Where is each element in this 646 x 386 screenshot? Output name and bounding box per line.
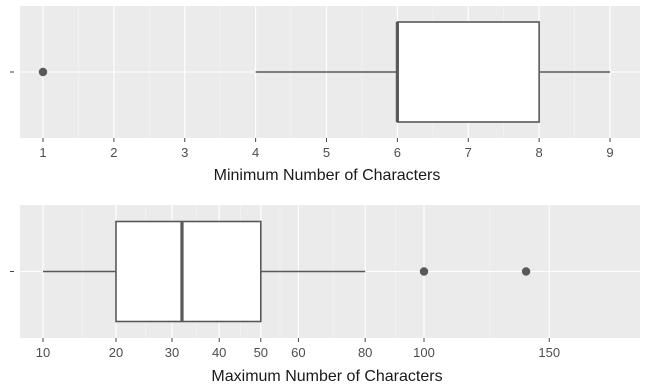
x-tick-label: 3 bbox=[181, 145, 188, 160]
chart-panel-1: 1 2 3 4 5 6 7 8 9 Minimum Number of Characters bbox=[10, 6, 640, 184]
x-tick-label: 40 bbox=[212, 345, 226, 360]
outlier-point bbox=[521, 267, 531, 276]
x-tick-label: 20 bbox=[109, 345, 123, 360]
x-tick-label: 9 bbox=[606, 145, 613, 160]
x-tick-label: 4 bbox=[252, 145, 259, 160]
x-tick-label: 2 bbox=[110, 145, 117, 160]
iqr-box bbox=[396, 21, 540, 123]
outlier-point bbox=[419, 267, 429, 276]
outlier-point bbox=[38, 67, 48, 77]
x-tick-label: 60 bbox=[291, 345, 305, 360]
x-axis-title: Minimum Number of Characters bbox=[214, 167, 441, 184]
x-tick-label: 50 bbox=[254, 345, 268, 360]
x-axis-title: Maximum Number of Characters bbox=[211, 368, 442, 385]
iqr-box bbox=[115, 220, 262, 323]
x-tick-label: 30 bbox=[165, 345, 179, 360]
x-tick-label: 150 bbox=[538, 345, 560, 360]
x-tick-label: 6 bbox=[394, 145, 401, 160]
x-tick-label: 10 bbox=[36, 345, 50, 360]
x-tick-label: 7 bbox=[465, 145, 472, 160]
chart-panel-2: 10 20 30 40 50 60 80 100 150 Maximum Number of Ch… bbox=[10, 205, 640, 385]
x-tick-label: 8 bbox=[536, 145, 543, 160]
x-tick-label: 100 bbox=[413, 345, 435, 360]
x-tick-label: 80 bbox=[358, 345, 372, 360]
x-tick-label: 1 bbox=[39, 145, 46, 160]
x-tick-label: 5 bbox=[323, 145, 330, 160]
